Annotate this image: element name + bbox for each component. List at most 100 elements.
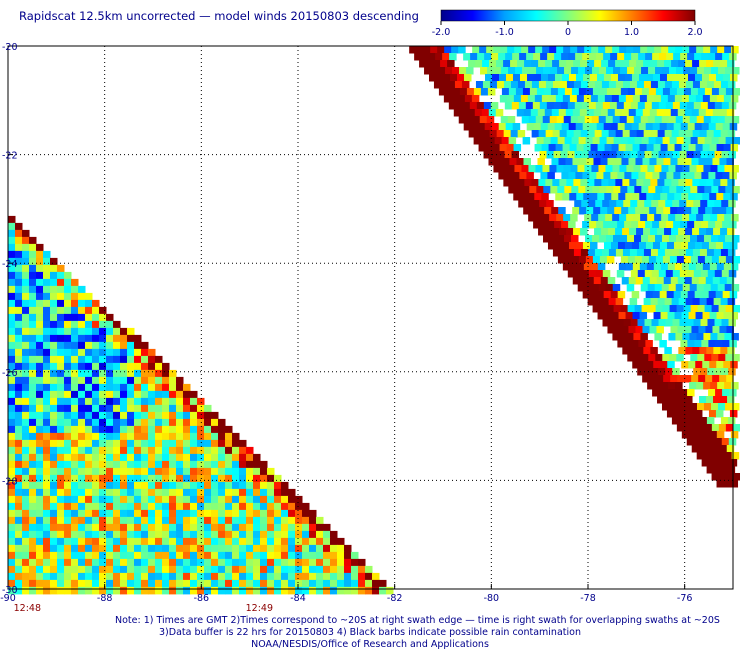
heat-cell <box>43 271 51 280</box>
heat-cell <box>430 46 438 54</box>
heat-cell <box>22 390 30 399</box>
heat-cell <box>134 481 142 490</box>
heat-cell <box>323 551 331 560</box>
heat-cell <box>141 362 149 371</box>
heat-cell <box>162 495 170 504</box>
heat-cell <box>515 88 524 96</box>
heat-cell <box>22 362 30 371</box>
heat-cell <box>92 397 100 406</box>
heat-cell <box>634 137 643 145</box>
heat-cell <box>556 214 564 222</box>
heat-cell <box>43 495 51 504</box>
heat-cell <box>295 509 303 518</box>
heat-cell <box>8 488 16 497</box>
heat-cell <box>176 509 184 518</box>
heat-cell <box>588 102 597 110</box>
heat-cell <box>43 460 51 469</box>
heat-cell <box>699 417 708 425</box>
heat-cell <box>225 481 233 490</box>
heat-cell <box>547 242 556 250</box>
heat-cell <box>686 102 695 110</box>
heat-cell <box>106 369 114 378</box>
colorbar: -2.0 -1.0 0 1.0 2.0 <box>432 9 703 38</box>
heat-cell <box>134 558 142 567</box>
heat-cell <box>50 551 58 560</box>
heat-cell <box>92 565 100 574</box>
heat-cell <box>681 95 690 103</box>
heat-cell <box>605 46 613 54</box>
heat-cell <box>470 53 478 61</box>
heat-cell <box>302 586 310 595</box>
heat-cell <box>658 151 667 159</box>
heat-cell <box>670 158 678 166</box>
heat-cell <box>645 74 654 82</box>
heat-cell <box>723 361 731 369</box>
heat-cell <box>685 249 694 257</box>
heat-cell <box>548 144 557 152</box>
heat-cell <box>113 509 121 518</box>
heat-cell <box>50 516 58 525</box>
heat-cell <box>612 284 621 292</box>
heat-cell <box>503 179 511 187</box>
heat-cell <box>99 327 107 336</box>
heat-cell <box>29 348 37 357</box>
heat-cell <box>120 481 128 490</box>
heat-cell <box>512 172 520 180</box>
heat-cell <box>8 502 16 511</box>
heat-cell <box>169 425 177 434</box>
heat-cell <box>725 256 734 264</box>
heat-cell <box>71 285 79 294</box>
heat-cell <box>647 284 656 292</box>
heat-cell <box>78 530 86 539</box>
heat-cell <box>57 551 65 560</box>
heat-cell <box>50 292 58 301</box>
heat-cell <box>22 523 30 532</box>
heat-cell <box>155 439 163 448</box>
heat-cell <box>551 109 560 117</box>
heat-cell <box>524 179 532 187</box>
heat-cell <box>541 95 550 103</box>
heat-cell <box>239 460 247 469</box>
heat-cell <box>281 509 289 518</box>
heat-cell <box>591 165 599 173</box>
heat-cell <box>176 544 184 553</box>
heat-cell <box>78 306 86 315</box>
heat-cell <box>497 151 506 159</box>
heat-cell <box>634 305 643 313</box>
heat-cell <box>629 347 637 355</box>
heat-cell <box>687 123 696 131</box>
heat-cell <box>50 572 58 581</box>
heat-cell <box>176 495 184 504</box>
heat-cell <box>667 193 675 201</box>
heat-cell <box>630 200 638 208</box>
heat-cell <box>628 109 637 117</box>
heat-cell <box>594 60 602 68</box>
heat-cell <box>727 249 736 257</box>
heat-cell <box>141 411 149 420</box>
heat-cell <box>606 305 615 313</box>
heat-cell <box>78 397 86 406</box>
heat-cell <box>43 404 51 413</box>
heat-cell <box>43 481 51 490</box>
heat-cell <box>659 53 667 61</box>
heat-cell <box>225 579 233 588</box>
heat-cell <box>716 144 725 152</box>
heat-cell <box>64 446 72 455</box>
heat-cell <box>664 347 672 355</box>
heat-cell <box>469 102 478 110</box>
heat-cell <box>162 544 170 553</box>
heat-cell <box>99 348 107 357</box>
heat-cell <box>29 425 37 434</box>
heat-cell <box>564 67 572 75</box>
heat-cell <box>730 431 739 439</box>
heat-cell <box>134 530 142 539</box>
heat-cell <box>698 277 707 285</box>
heat-cell <box>603 291 612 299</box>
heat-cell <box>462 102 471 110</box>
heat-cell <box>281 481 289 490</box>
heat-cell <box>729 410 738 418</box>
heat-cell <box>503 130 512 138</box>
heat-cell <box>665 200 673 208</box>
heat-cell <box>169 502 177 511</box>
heat-cell <box>639 312 648 320</box>
